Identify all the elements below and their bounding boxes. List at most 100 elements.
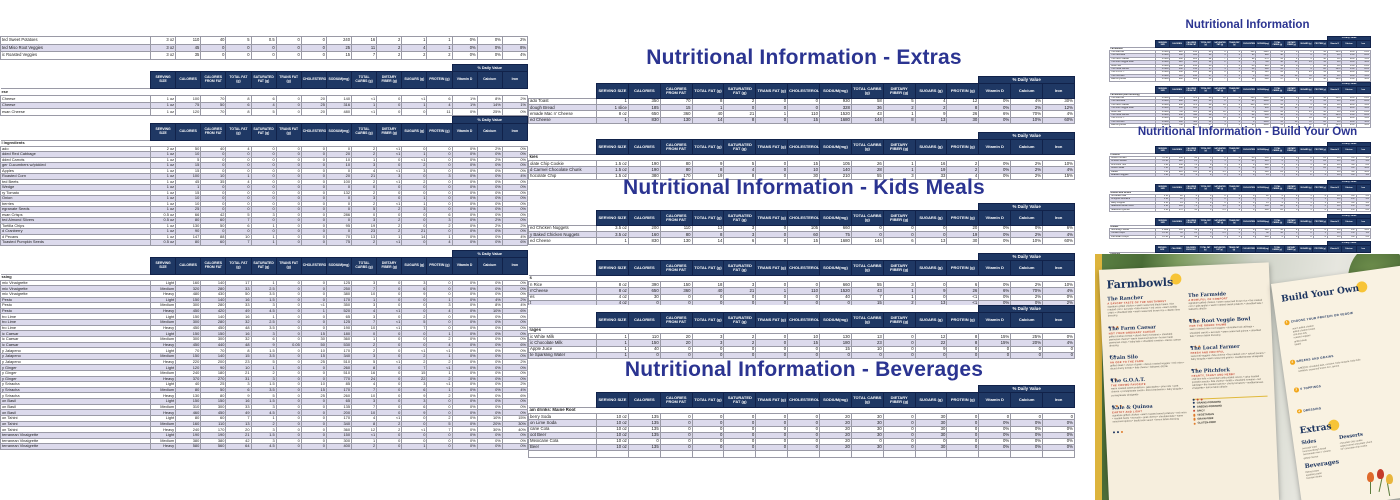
cell: 2% — [501, 36, 529, 45]
byo-proteins-table: % Daily Value SERVING SIZE CALORIES CALORIE… — [1109, 142, 1372, 178]
cell: 6% — [501, 307, 529, 315]
cell: 35% — [1355, 73, 1372, 79]
vegetarian-icon — [1193, 413, 1196, 417]
cell: 5 — [250, 108, 277, 117]
cell: 1 — [401, 101, 428, 110]
cell: 1 — [426, 43, 453, 53]
flower-stem — [1378, 478, 1383, 492]
cell: 0% — [501, 409, 529, 416]
cell: 0 — [275, 108, 302, 117]
column-header: SATURATED FAT (g) — [250, 71, 277, 89]
column-header: CHOLESTEROL(mg) — [300, 123, 327, 141]
column-header: SODIUM(mg) — [819, 210, 852, 226]
column-header: SODIUM(mg) — [325, 123, 353, 141]
menu-page-farmbowls: Farmbowls The Rancher A SAVORY TASTE OF … — [1098, 262, 1280, 500]
column-header: SATURATED FAT (g) — [1212, 183, 1228, 192]
cell: 2 — [1283, 172, 1300, 178]
column-header: SUGARS (g) — [1298, 145, 1314, 154]
grains-icon — [1112, 431, 1116, 434]
cell: 0 — [1042, 351, 1075, 359]
cell: 60% — [1042, 116, 1075, 124]
column-header: Calcium — [1010, 260, 1044, 276]
cell: <1 — [350, 94, 378, 103]
column-header: DIETARY FIBER (g) — [376, 257, 403, 275]
column-header: SUGARS (g) — [1298, 217, 1314, 226]
cell: 0 — [401, 239, 428, 246]
cell: 2 — [376, 51, 403, 60]
column-header: DIETARY FIBER (g) — [882, 83, 916, 99]
column-header: PROTEIN (g) — [1312, 183, 1328, 192]
table-row: ted Sweet Potatoes 3 oz 110 40 5 0.5 0 0 240 16 2 1… — [0, 36, 529, 45]
cell: 15 — [787, 116, 821, 124]
cell — [1042, 450, 1075, 458]
column-header: Iron — [1042, 210, 1075, 226]
menu-photo: Farmbowls The Rancher A SAVORY TASTE OF … — [1095, 254, 1400, 500]
column-header: DIETARY FIBER (g) — [882, 392, 916, 408]
cell: 0% — [451, 239, 478, 246]
cell: 0 — [376, 101, 403, 110]
table-row: ed Cheese 1 830 130 14 8 0 15 1680 144 8 13 30 0% 10% 6… — [528, 116, 1075, 124]
cell: 0% — [501, 279, 529, 287]
column-header: TOTAL CARBS (g) — [850, 312, 884, 328]
column-header: SUGARS (g) — [1298, 244, 1314, 253]
table-row: ted Miso Root Veggies 3 oz 45 0 0 0 0 0 25 11 2 4 1 0… — [0, 43, 529, 53]
column-header: TOTAL CARBS (g) — [850, 210, 884, 226]
cell: 0 — [1226, 77, 1242, 82]
table-row: Grain Silo 1 bowl 740 400 44 10 0 85 1290 62 6 13 36… — [1109, 109, 1372, 115]
cell: 0.5 oz — [1154, 234, 1171, 240]
column-header: TOTAL CARBS (g) — [1269, 39, 1285, 48]
cell: 26 — [1269, 207, 1285, 213]
cell: 45% — [1355, 123, 1372, 128]
column-header: TRANS FAT (g) — [1226, 217, 1242, 226]
column-header: DIETARY FIBER (g) — [376, 123, 403, 141]
cell: 0 — [1212, 172, 1228, 178]
table-row: n Rice 8 oz 390 150 18 3 0 0 660 55 3 0 6 0% 2% 10% — [528, 281, 1075, 289]
table-row: The Rancher 1 bowl 770 370 43 10 0 125 1310 58 9 10… — [1109, 95, 1372, 101]
column-header: SODIUM(mg) — [819, 260, 852, 276]
column-header: DIETARY FIBER (g) — [1283, 217, 1300, 226]
cell: 1 oz — [149, 101, 177, 110]
table-row: on Tahini Medium 160 110 13 2 0 0 340 8 2 0 5 0% 20% 30… — [0, 420, 529, 428]
table-row: y Jalapeno Medium 150 140 15 3.5 0 15 340 3 0 2 1 0% 0… — [0, 352, 529, 360]
cell: 0% — [1326, 234, 1343, 240]
cell: 60% — [1042, 237, 1075, 245]
column-header: SERVING SIZE — [596, 312, 629, 328]
column-header: PROTEIN (g) — [1312, 145, 1328, 154]
column-header: CALORIES FROM FAT — [200, 71, 227, 89]
column-header: TOTAL CARBS (g) — [350, 123, 378, 141]
column-header: Iron — [1355, 145, 1372, 154]
column-header: SODIUM(mg) — [1255, 244, 1271, 253]
column-header: TRANS FAT (g) — [1226, 145, 1242, 154]
cell: 0 — [250, 43, 277, 53]
column-header: SODIUM(mg) — [1255, 39, 1271, 48]
cell: 75 — [175, 101, 202, 110]
menu-entry: Grain Silo AN ODE TO THE FARM grilled st… — [1110, 352, 1186, 382]
column-header: CALORIES — [1169, 183, 1185, 192]
column-header: CHOLESTEROL(mg) — [787, 312, 821, 328]
cell: 130 — [659, 116, 693, 124]
table-row: on Tahini Light 80 60 7 1 0 0 170 4 <1 0 2 0% 10% 15% — [0, 415, 529, 422]
cell: 0% — [476, 443, 503, 450]
column-header: TRANS FAT (g) — [755, 83, 789, 99]
cell: 0% — [501, 352, 529, 360]
cell: 3 — [1283, 207, 1300, 213]
cell: 0 — [225, 43, 252, 53]
table-row: es 4 oz 30 0 0 0 0 0 40 7 1 0 <1 0% 2% 0% — [528, 293, 1075, 301]
column-header: SATURATED FAT (g) — [250, 123, 277, 141]
section-row: ssing — [0, 274, 528, 281]
menu-entry: The Root Veggie Bowl FOR THE GREEN THUMB… — [1189, 316, 1265, 349]
cell: terranean Vinaigrette — [0, 443, 151, 450]
cell — [596, 450, 629, 458]
column-header: SODIUM(mg) — [819, 392, 852, 408]
column-header: TOTAL FAT (g) — [691, 83, 725, 99]
cell — [850, 450, 884, 458]
table-row: The Pitchfork 1 bowl 590 300 34 5 0 0 1000 53 10 11… — [1109, 119, 1372, 125]
cell: 2% — [501, 296, 529, 304]
cell: 10% — [1326, 77, 1343, 82]
column-header: TOTAL FAT (g) — [225, 123, 252, 141]
column-header: Iron — [1042, 139, 1075, 155]
column-header: CALORIES FROM FAT — [659, 392, 693, 408]
column-header: SATURATED FAT (g) — [723, 139, 757, 155]
cell: 0 — [300, 36, 327, 45]
cell: 0% — [501, 369, 529, 377]
